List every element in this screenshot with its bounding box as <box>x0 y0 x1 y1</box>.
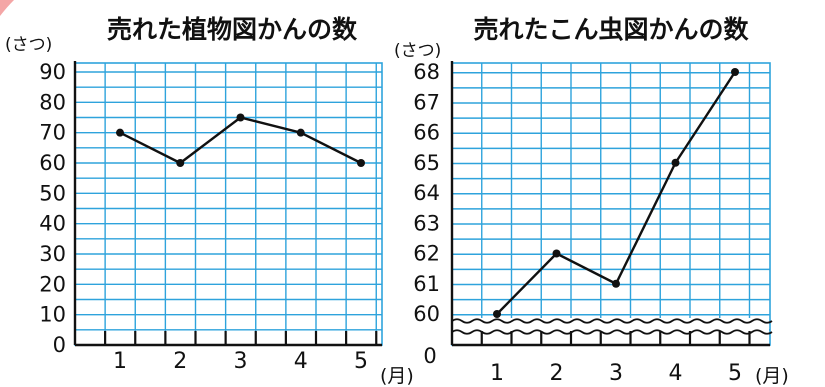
plant-y-tick-label: 60 <box>39 151 66 175</box>
insect-chart-x-ticks: 1 2 3 4 5 <box>490 361 742 386</box>
plant-chart-series <box>116 113 365 167</box>
plant-x-tick-label: 3 <box>234 349 248 374</box>
plant-chart-axes <box>73 61 382 347</box>
insect-data-point <box>493 310 501 318</box>
insect-series-line <box>496 71 737 315</box>
insect-x-tick-label: 2 <box>550 361 564 386</box>
insect-chart-grid <box>451 62 771 346</box>
plant-y-tick-label: 20 <box>39 272 66 296</box>
plant-chart-x-unit: (月) <box>380 365 414 387</box>
plant-data-point <box>236 113 245 122</box>
insect-x-tick-label: 1 <box>490 361 504 386</box>
insect-x-tick-label: 4 <box>669 361 683 386</box>
insect-chart-series <box>493 68 739 318</box>
plant-chart-y-unit: (さつ) <box>5 35 52 55</box>
insect-chart: 売れたこん虫図かんの数 (さつ) (月) 0 60616263646566676… <box>394 15 789 387</box>
plant-series-line <box>119 116 362 165</box>
insect-x-tick-label: 5 <box>728 361 742 386</box>
plant-y-tick-label: 50 <box>39 181 66 205</box>
insect-x-tick-label: 3 <box>609 361 623 386</box>
insect-chart-axes <box>450 61 770 347</box>
axis-break-wave <box>451 318 773 324</box>
plant-plot-border <box>74 62 383 346</box>
plant-chart-y-ticks: 0 10 20 30 40 50 60 70 80 90 <box>39 60 66 357</box>
insect-y-tick-label: 62 <box>413 242 440 266</box>
insect-chart-y-ticks: 60 61 62 63 64 65 66 67 68 <box>413 60 440 326</box>
insect-chart-title: 売れたこん虫図かんの数 <box>473 15 749 44</box>
insect-data-point <box>612 279 620 288</box>
plant-chart-title: 売れた植物図かんの数 <box>107 15 358 44</box>
plant-y-tick-label: 70 <box>39 121 66 145</box>
plant-y-tick-label: 80 <box>39 90 66 114</box>
insect-chart-y-unit: (さつ) <box>394 41 441 61</box>
insect-y-tick-label: 66 <box>413 121 440 145</box>
insect-y-tick-label: 65 <box>413 151 440 175</box>
plant-x-tick-label: 1 <box>113 349 127 374</box>
insect-chart-axis-break <box>451 318 773 335</box>
plant-y-tick-label: 30 <box>39 242 66 266</box>
plant-data-point <box>116 128 124 137</box>
axis-break-wave <box>451 329 773 335</box>
plant-chart: 売れた植物図かんの数 (さつ) (月) 0102030405060708090 … <box>5 15 414 387</box>
plant-x-tick-label: 2 <box>173 349 187 374</box>
plant-data-point <box>176 159 185 167</box>
plant-data-point <box>357 159 365 167</box>
insect-y-tick-label: 68 <box>413 60 440 84</box>
insect-chart-origin-label: 0 <box>423 344 436 368</box>
plant-data-point <box>296 128 305 137</box>
insect-y-tick-label: 67 <box>413 90 440 114</box>
plant-chart-x-ticks: 1 2 3 4 5 <box>113 349 368 374</box>
plant-y-tick-label: 90 <box>39 60 66 84</box>
corner-accent-shape <box>0 0 14 16</box>
insect-y-tick-label: 64 <box>413 181 440 205</box>
insect-y-tick-label: 63 <box>413 211 440 235</box>
insect-chart-x-unit: (月) <box>755 365 789 387</box>
plant-y-tick-label: 0 <box>53 333 66 357</box>
plant-x-tick-label: 4 <box>294 349 308 374</box>
plant-x-tick-label: 5 <box>354 349 368 374</box>
insect-data-point <box>552 249 561 258</box>
insect-data-point <box>731 68 739 76</box>
plant-y-tick-label: 40 <box>39 212 66 236</box>
insect-y-tick-label: 61 <box>413 272 440 296</box>
insect-plot-border <box>451 62 771 346</box>
plant-chart-grid <box>74 62 383 346</box>
insect-data-point <box>671 158 680 167</box>
insect-y-tick-label: 60 <box>413 302 440 326</box>
plant-y-tick-label: 10 <box>39 303 66 327</box>
